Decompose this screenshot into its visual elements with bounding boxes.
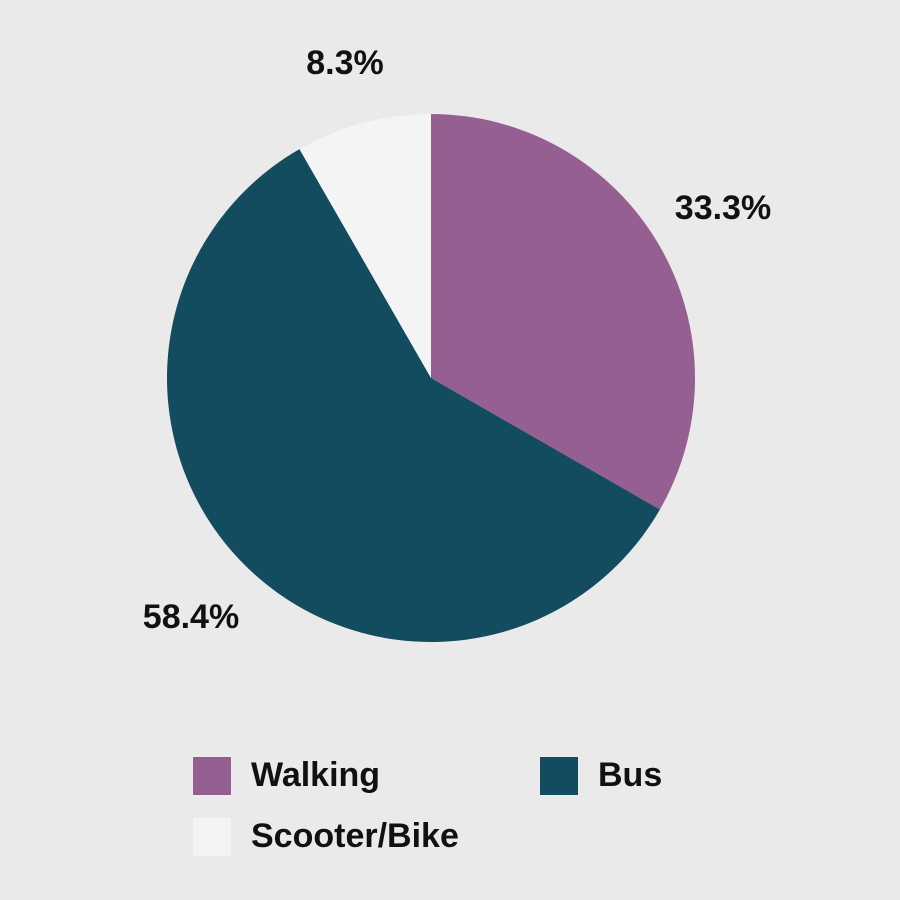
- slice-label-bus: 58.4%: [143, 598, 239, 636]
- slice-labels: 33.3% 58.4% 8.3%: [143, 44, 771, 636]
- slice-label-walking: 33.3%: [675, 189, 771, 227]
- pie-slice-bus: [167, 149, 660, 642]
- legend-swatch-walking: [193, 757, 231, 795]
- legend-label-scooter-bike: Scooter/Bike: [251, 817, 459, 855]
- pie-slice-walking: [431, 114, 696, 510]
- legend: Walking Bus Scooter/Bike: [193, 756, 662, 856]
- legend-label-walking: Walking: [251, 756, 380, 794]
- pie-slices: [167, 114, 696, 642]
- slice-label-scooter-bike: 8.3%: [306, 44, 384, 82]
- legend-swatch-scooter-bike: [193, 818, 231, 856]
- legend-label-bus: Bus: [598, 756, 662, 794]
- legend-swatch-bus: [540, 757, 578, 795]
- pie-slice-scooter-bike: [299, 114, 431, 378]
